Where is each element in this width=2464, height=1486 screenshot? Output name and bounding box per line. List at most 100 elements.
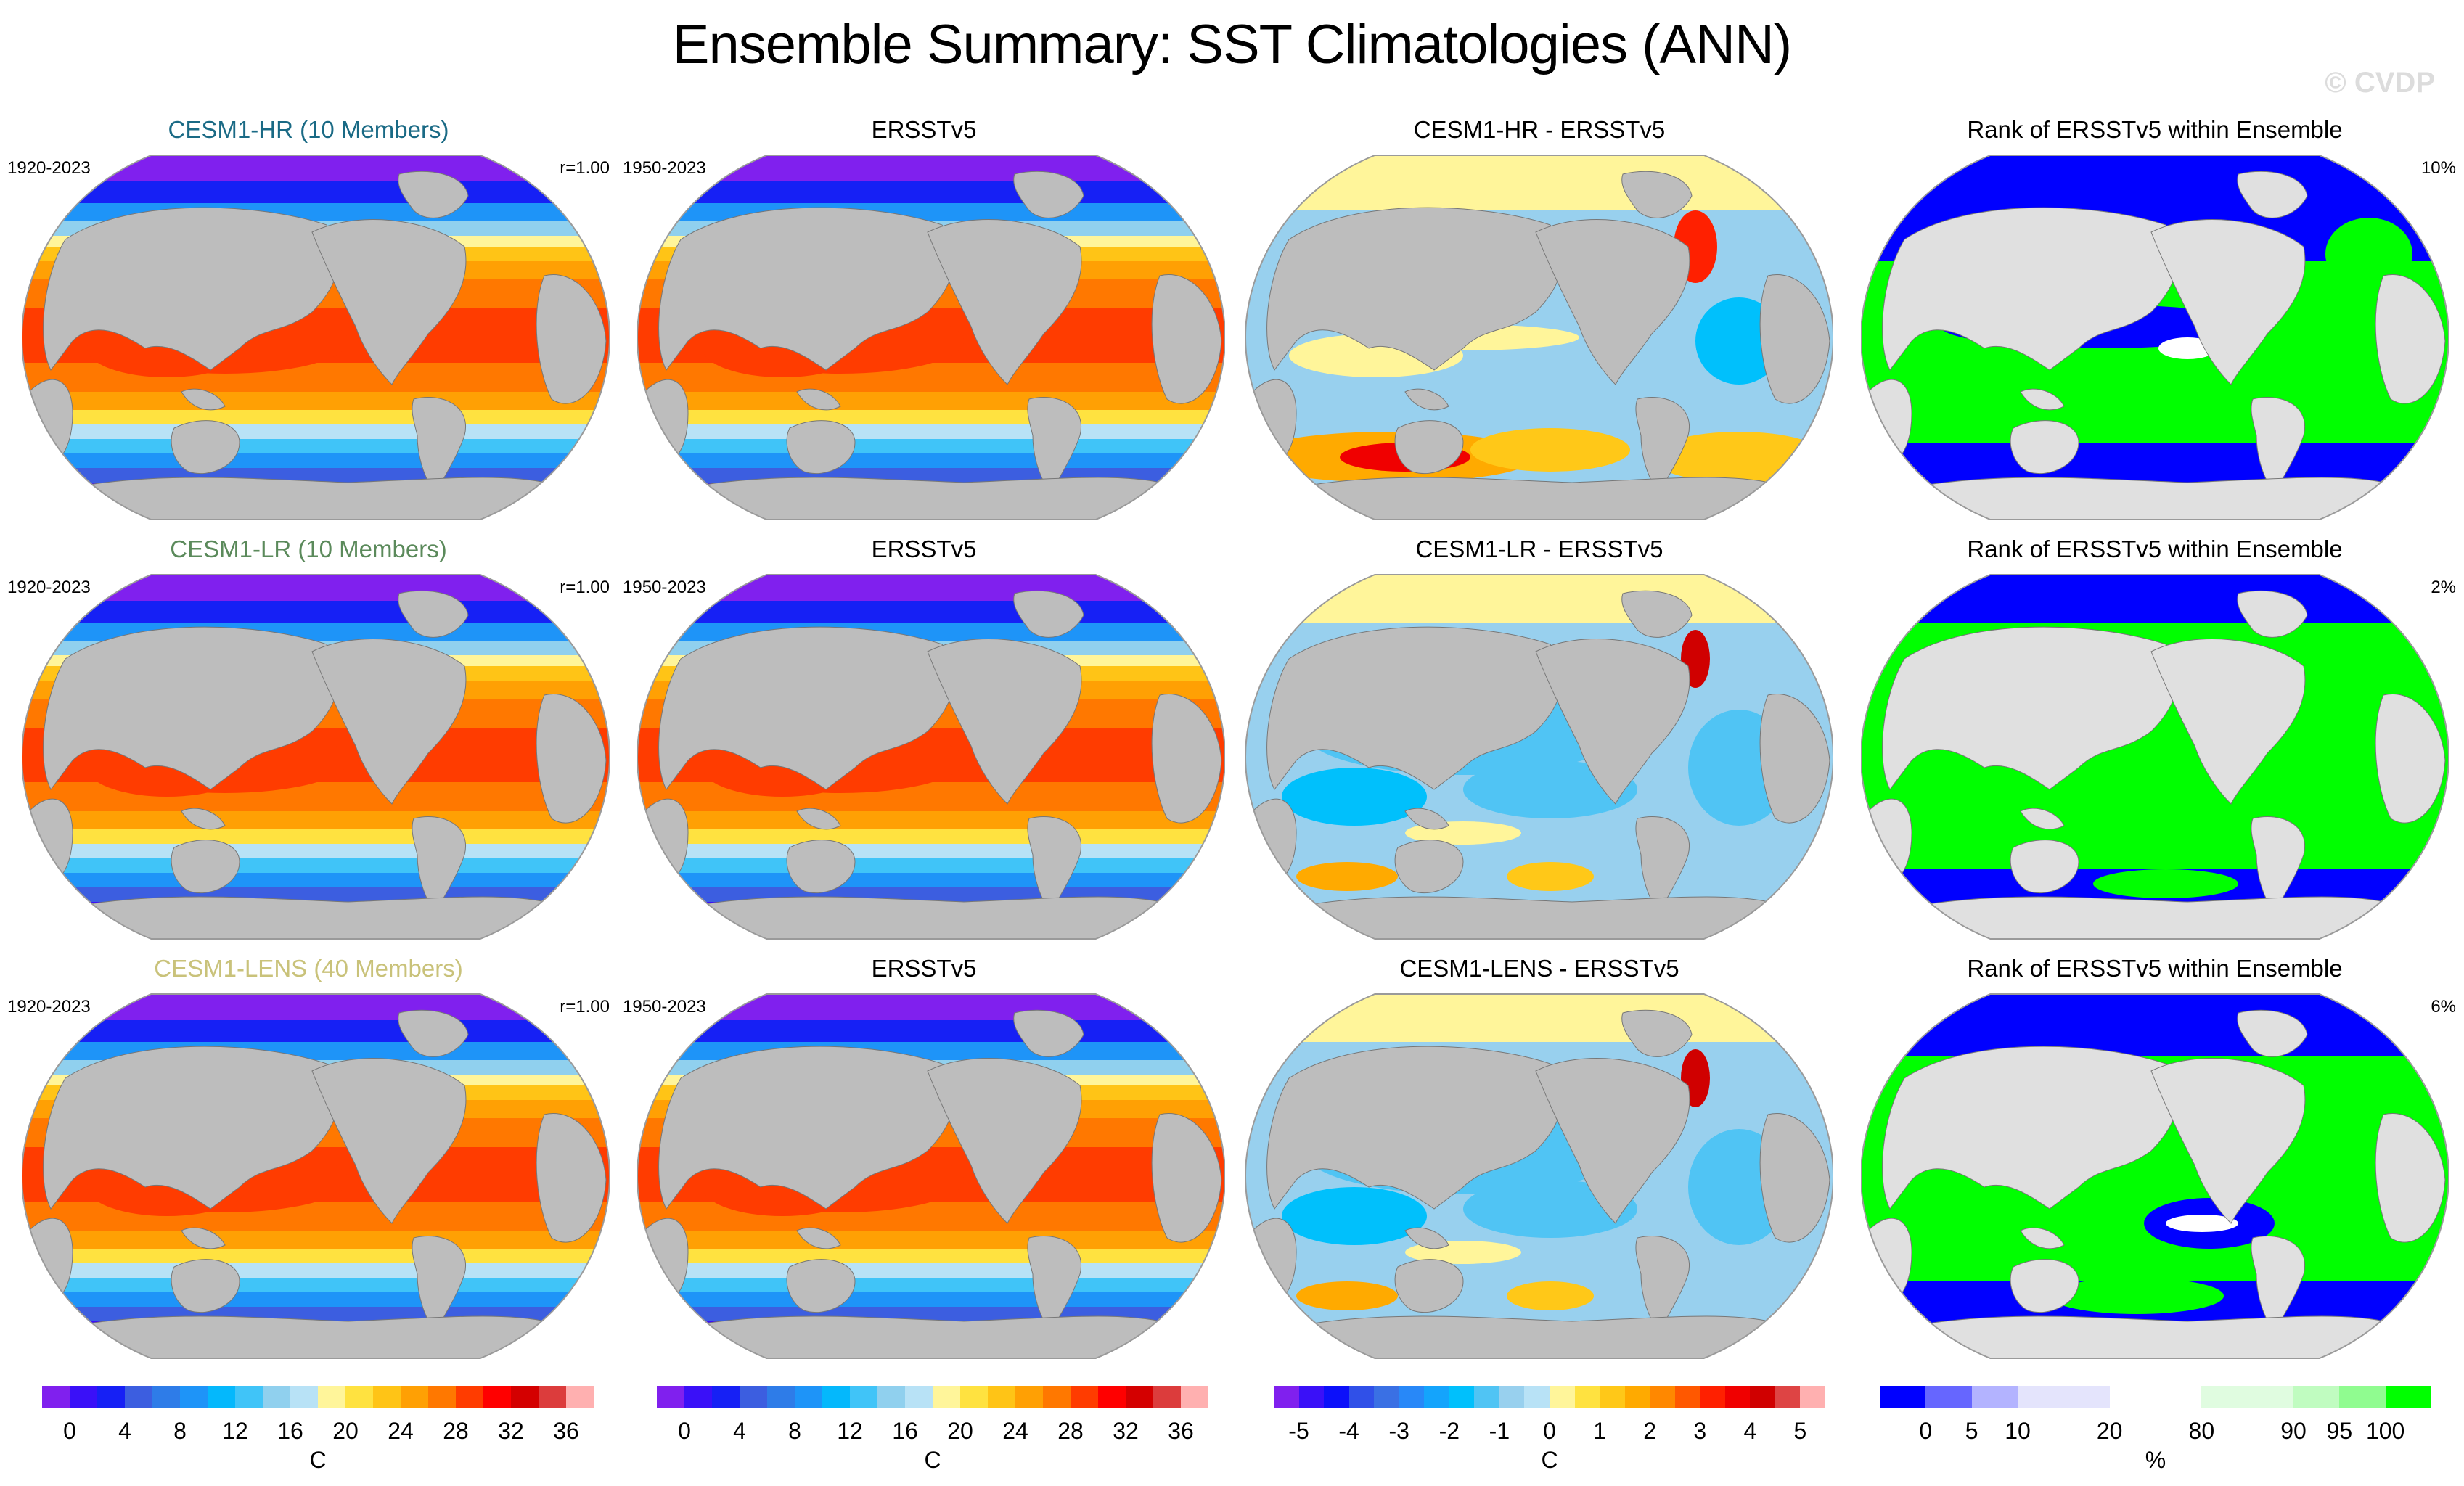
- colorbar-tick-label: 24: [388, 1418, 414, 1444]
- land-mass: [1394, 1259, 1464, 1313]
- colorbar-unit: %: [2145, 1447, 2166, 1473]
- colorbar-box: [822, 1386, 850, 1408]
- map-panel: ERSSTv5 1950-2023: [623, 955, 1225, 1361]
- colorbar-box: [767, 1386, 795, 1408]
- panel-title: ERSSTv5: [871, 116, 977, 143]
- land-mass: [695, 477, 1175, 520]
- rank-region: [2325, 218, 2412, 290]
- colorbar-box: [1624, 1386, 1650, 1408]
- colorbar-tick-label: 0: [63, 1418, 76, 1444]
- panel-title: CESM1-LENS - ERSSTv5: [1399, 955, 1679, 982]
- colorbar-box: [2017, 1386, 2110, 1408]
- sst-band: [637, 623, 1225, 641]
- colorbar-box: [2385, 1386, 2431, 1408]
- land-mass: [43, 1046, 340, 1210]
- sst-band: [22, 453, 610, 468]
- colorbar-tick-labels: -5 -4 -3 -2 -1 0 1 2 3 4 5: [1274, 1418, 1825, 1444]
- colorbar-box: [657, 1386, 684, 1408]
- colorbar-box: [2339, 1386, 2386, 1408]
- colorbar-box: [1750, 1386, 1775, 1408]
- rank-percent-label: 10%: [2420, 158, 2456, 178]
- colorbar-tick-labels: 0 4 8 12 16 20 24 28 32 36: [657, 1418, 1208, 1444]
- sst-band: [637, 858, 1225, 873]
- colorbar-sst-climatology: 0 4 8 12 16 20 24 28 32 36 C: [42, 1386, 594, 1473]
- colorbar-tick-label: 20: [332, 1418, 359, 1444]
- land-mass: [536, 1113, 607, 1243]
- land-mass: [1882, 207, 2179, 371]
- land-mass: [2020, 808, 2065, 830]
- colorbar-tick-label: 1: [1593, 1418, 1606, 1444]
- sst-band: [22, 424, 610, 439]
- sst-band: [637, 1278, 1225, 1292]
- panel-title: CESM1-LENS (40 Members): [154, 955, 463, 982]
- land-mass: [1404, 388, 1449, 411]
- map-panel: ERSSTv5 1950-2023: [623, 535, 1225, 942]
- map-field: [1245, 994, 1833, 1358]
- colorbar-tick-label: -5: [1288, 1418, 1309, 1444]
- colorbar-box: [960, 1386, 988, 1408]
- colorbar-box: [2293, 1386, 2340, 1408]
- land-mass: [927, 1058, 1082, 1224]
- colorbar-tick-label: 4: [118, 1418, 131, 1444]
- colorbar-box: [428, 1386, 456, 1408]
- colorbar-box: [1015, 1386, 1043, 1408]
- land-mass: [2010, 840, 2079, 894]
- sst-band: [22, 203, 610, 221]
- colorbar-box: [235, 1386, 263, 1408]
- colorbar-tick-label: 4: [1743, 1418, 1757, 1444]
- colorbar-box: [1298, 1386, 1325, 1408]
- colorbar-tick-label: -3: [1388, 1418, 1409, 1444]
- colorbar-box: [1700, 1386, 1725, 1408]
- diff-anomaly: [1282, 768, 1427, 826]
- land-mass: [2020, 388, 2065, 411]
- colorbar-box: [1348, 1386, 1375, 1408]
- panel-title: Rank of ERSSTv5 within Ensemble: [1967, 535, 2343, 562]
- sst-band: [637, 811, 1225, 829]
- land-mass: [1621, 1009, 1693, 1057]
- map-panel: CESM1-LENS - ERSSTv5: [1238, 955, 1841, 1361]
- colorbar-tick-label: 12: [837, 1418, 863, 1444]
- sst-band: [637, 1249, 1225, 1263]
- colorbar-box: [1424, 1386, 1449, 1408]
- colorbar-tick-label: 5: [1965, 1418, 1978, 1444]
- land-mass: [786, 840, 856, 894]
- land-mass: [1759, 694, 1830, 824]
- colorbar-sst-climatology-obs: 0 4 8 12 16 20 24 28 32 36 C: [657, 1386, 1208, 1473]
- map-outline: [22, 993, 610, 1359]
- colorbar-tick-label: -1: [1489, 1418, 1510, 1444]
- map-panel: CESM1-HR (10 Members) 1920-2023 r=1.00: [7, 116, 610, 522]
- sst-band: [22, 392, 610, 410]
- colorbar-tick-label: -2: [1438, 1418, 1460, 1444]
- colorbar-box: [1071, 1386, 1098, 1408]
- land-mass: [2237, 590, 2308, 638]
- colorbar-box: [318, 1386, 345, 1408]
- colorbar-box: [1043, 1386, 1071, 1408]
- map-outline: [22, 155, 610, 520]
- colorbar-tick-labels: 0 5 10 20 80 90 95 100: [1880, 1418, 2431, 1444]
- sst-band: [22, 439, 610, 453]
- sst-band: [637, 439, 1225, 453]
- colorbar-box: [1574, 1386, 1600, 1408]
- map-field: [22, 155, 610, 520]
- sst-band: [637, 844, 1225, 858]
- colorbar-box: [456, 1386, 483, 1408]
- sst-band: [637, 453, 1225, 468]
- colorbar-tick-label: 32: [498, 1418, 524, 1444]
- map-field: [1861, 575, 2449, 939]
- colorbar-box: [2109, 1386, 2202, 1408]
- sst-band: [22, 829, 610, 844]
- land-mass: [1151, 1113, 1222, 1243]
- land-mass: [2237, 1009, 2308, 1057]
- cvdp-watermark: © CVDP: [2325, 67, 2435, 99]
- colorbar-rank-percent: 0 5 10 20 80 90 95 100%: [1880, 1386, 2431, 1473]
- land-mass: [398, 171, 469, 218]
- panel-title: Rank of ERSSTv5 within Ensemble: [1967, 116, 2343, 143]
- colorbar-box: [1925, 1386, 1972, 1408]
- map-panel: CESM1-LENS (40 Members) 1920-2023 r=1.00: [7, 955, 610, 1361]
- land-mass: [536, 274, 607, 404]
- colorbar-tick-label: 0: [678, 1418, 691, 1444]
- colorbar-box: [97, 1386, 125, 1408]
- period-label: 1950-2023: [623, 997, 706, 1017]
- sst-band: [22, 623, 610, 641]
- land-mass: [658, 1046, 955, 1210]
